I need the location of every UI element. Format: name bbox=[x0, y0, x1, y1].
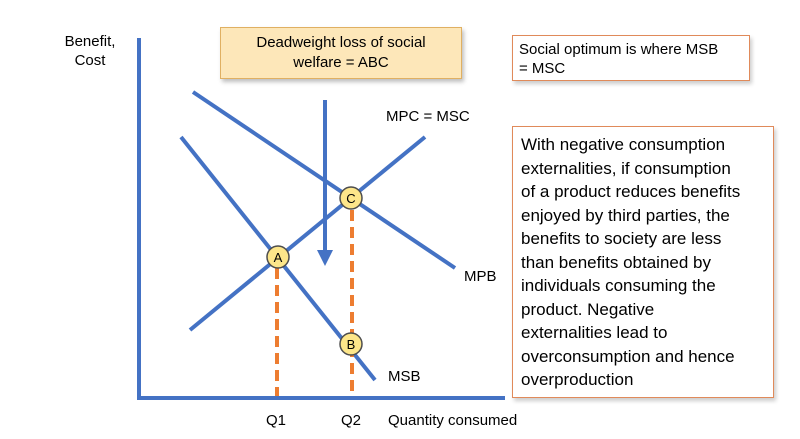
point-c: C bbox=[339, 186, 363, 210]
explanation-box: With negative consumption externalities,… bbox=[512, 126, 774, 398]
explanation-line: enjoyed by third parties, the bbox=[521, 205, 730, 225]
explanation-line: than benefits obtained by bbox=[521, 252, 711, 272]
q1-label: Q1 bbox=[266, 412, 287, 429]
explanation-line: benefits to society are less bbox=[521, 229, 722, 248]
explanation-line: individuals consuming the bbox=[521, 276, 716, 295]
optimum-line1: Social optimum is where MSB bbox=[519, 41, 719, 58]
deadweight-loss-box: Deadweight loss of social welfare = ABC bbox=[220, 27, 462, 79]
x-axis-label: Quantity consumed bbox=[388, 412, 518, 429]
deadweight-line2: welfare = ABC bbox=[293, 54, 389, 71]
point-a: A bbox=[266, 245, 290, 269]
point-b: B bbox=[339, 332, 363, 356]
explanation-line: externalities, if consumption bbox=[521, 158, 731, 178]
point-c-label: C bbox=[346, 191, 355, 206]
mpb-label: MPB bbox=[464, 268, 497, 285]
y-axis-label-line2: Cost bbox=[74, 52, 106, 69]
explanation-line: overproduction bbox=[521, 370, 634, 389]
point-a-label: A bbox=[274, 250, 283, 265]
mpc-msc-curve bbox=[188, 135, 427, 332]
msb-label: MSB bbox=[388, 368, 421, 385]
explanation-line: product. Negative bbox=[521, 299, 655, 319]
q2-label: Q2 bbox=[341, 412, 362, 429]
explanation-line: overconsumption and hence bbox=[521, 346, 735, 366]
explanation-line: externalities lead to bbox=[521, 323, 668, 342]
shift-arrow-head bbox=[317, 250, 333, 266]
explanation-line: With negative consumption bbox=[521, 135, 726, 154]
deadweight-line1: Deadweight loss of social bbox=[256, 34, 426, 51]
point-b-label: B bbox=[347, 337, 356, 352]
social-optimum-box: Social optimum is where MSB = MSC bbox=[512, 35, 750, 81]
explanation-line: of a product reduces benefits bbox=[521, 182, 741, 201]
y-axis-label-line1: Benefit, bbox=[64, 33, 116, 50]
mpc-msc-label: MPC = MSC bbox=[386, 108, 470, 125]
y-axis-label: Benefit, Cost bbox=[40, 32, 140, 70]
optimum-line2: = MSC bbox=[519, 60, 566, 77]
